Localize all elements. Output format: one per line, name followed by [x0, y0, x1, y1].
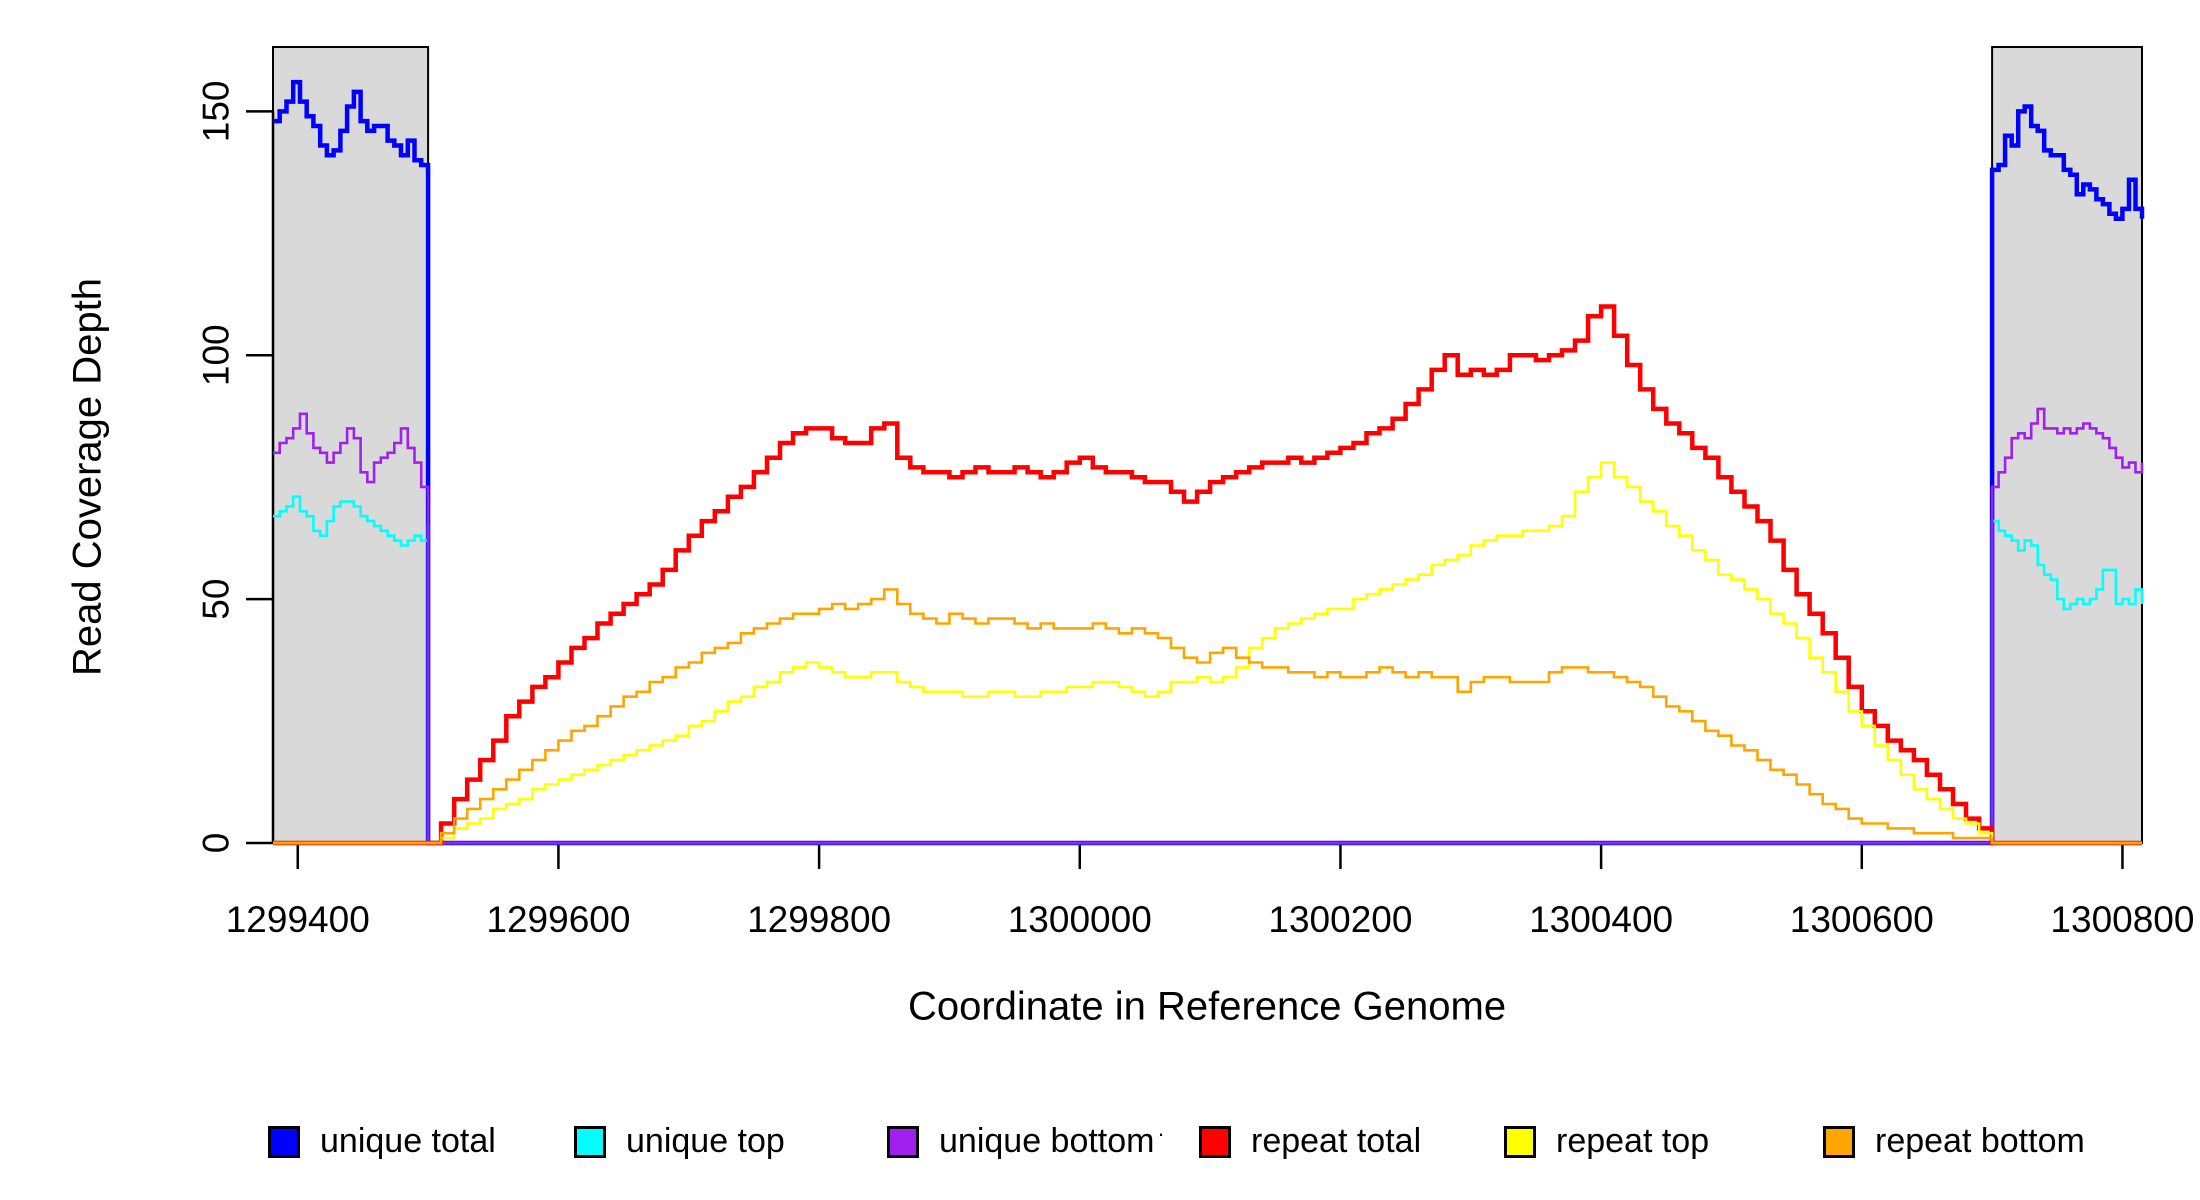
- series-line-unique-top: [273, 495, 2144, 845]
- x-tick-label: 1300600: [1790, 899, 1934, 940]
- series-line-repeat-bottom: [273, 588, 2142, 845]
- legend-item-unique-total: unique total: [268, 1122, 496, 1161]
- y-tick-label: 100: [196, 324, 237, 386]
- legend-item-unique-top: unique top: [574, 1122, 785, 1161]
- shaded-region-right: [1991, 46, 2144, 844]
- legend-swatch-repeat-top: [1504, 1125, 1536, 1158]
- x-tick-label: 1299600: [486, 899, 630, 940]
- legend-swatch-unique-top: [574, 1125, 606, 1158]
- legend-label: unique total: [320, 1122, 496, 1160]
- legend-item-repeat-top: repeat top: [1504, 1122, 1709, 1161]
- x-tick-label: 1300000: [1008, 899, 1152, 940]
- stray-dot-mark: .: [1158, 1116, 1165, 1141]
- x-tick-label: 1300200: [1268, 899, 1412, 940]
- legend-label: repeat total: [1251, 1122, 1422, 1160]
- series-line-repeat-top: [273, 461, 2142, 845]
- legend-item-unique-bottom: unique bottom: [887, 1122, 1155, 1161]
- x-axis-title: Coordinate in Reference Genome: [907, 984, 1507, 1029]
- y-axis-title: Read Coverage Depth: [65, 277, 110, 677]
- legend: unique total unique top unique bottom repea…: [0, 0, 2200, 1160]
- legend-item-repeat-total: repeat total: [1199, 1122, 1421, 1161]
- series-line-unique-total: [273, 79, 2145, 846]
- legend-label: repeat bottom: [1875, 1122, 2085, 1160]
- legend-swatch-unique-bottom: [887, 1125, 919, 1158]
- x-tick-label: 1299400: [226, 899, 370, 940]
- legend-label: repeat top: [1556, 1122, 1710, 1160]
- shaded-region-left: [272, 46, 430, 844]
- x-tick-label: 1300800: [2050, 899, 2194, 940]
- legend-label: unique top: [626, 1122, 785, 1160]
- legend-swatch-repeat-total: [1199, 1125, 1231, 1158]
- legend-item-repeat-bottom: repeat bottom: [1823, 1122, 2085, 1161]
- x-tick-label: 1300400: [1529, 899, 1673, 940]
- x-tick-label: 1299800: [747, 899, 891, 940]
- legend-swatch-repeat-bottom: [1823, 1125, 1855, 1158]
- series-line-unique-bottom: [273, 407, 2144, 845]
- y-tick-label: 0: [196, 833, 237, 854]
- series-line-repeat-total: [273, 304, 2142, 846]
- y-tick-label: 150: [196, 81, 237, 143]
- legend-swatch-unique-total: [268, 1125, 300, 1158]
- legend-label: unique bottom: [939, 1122, 1155, 1160]
- y-tick-label: 50: [196, 579, 237, 620]
